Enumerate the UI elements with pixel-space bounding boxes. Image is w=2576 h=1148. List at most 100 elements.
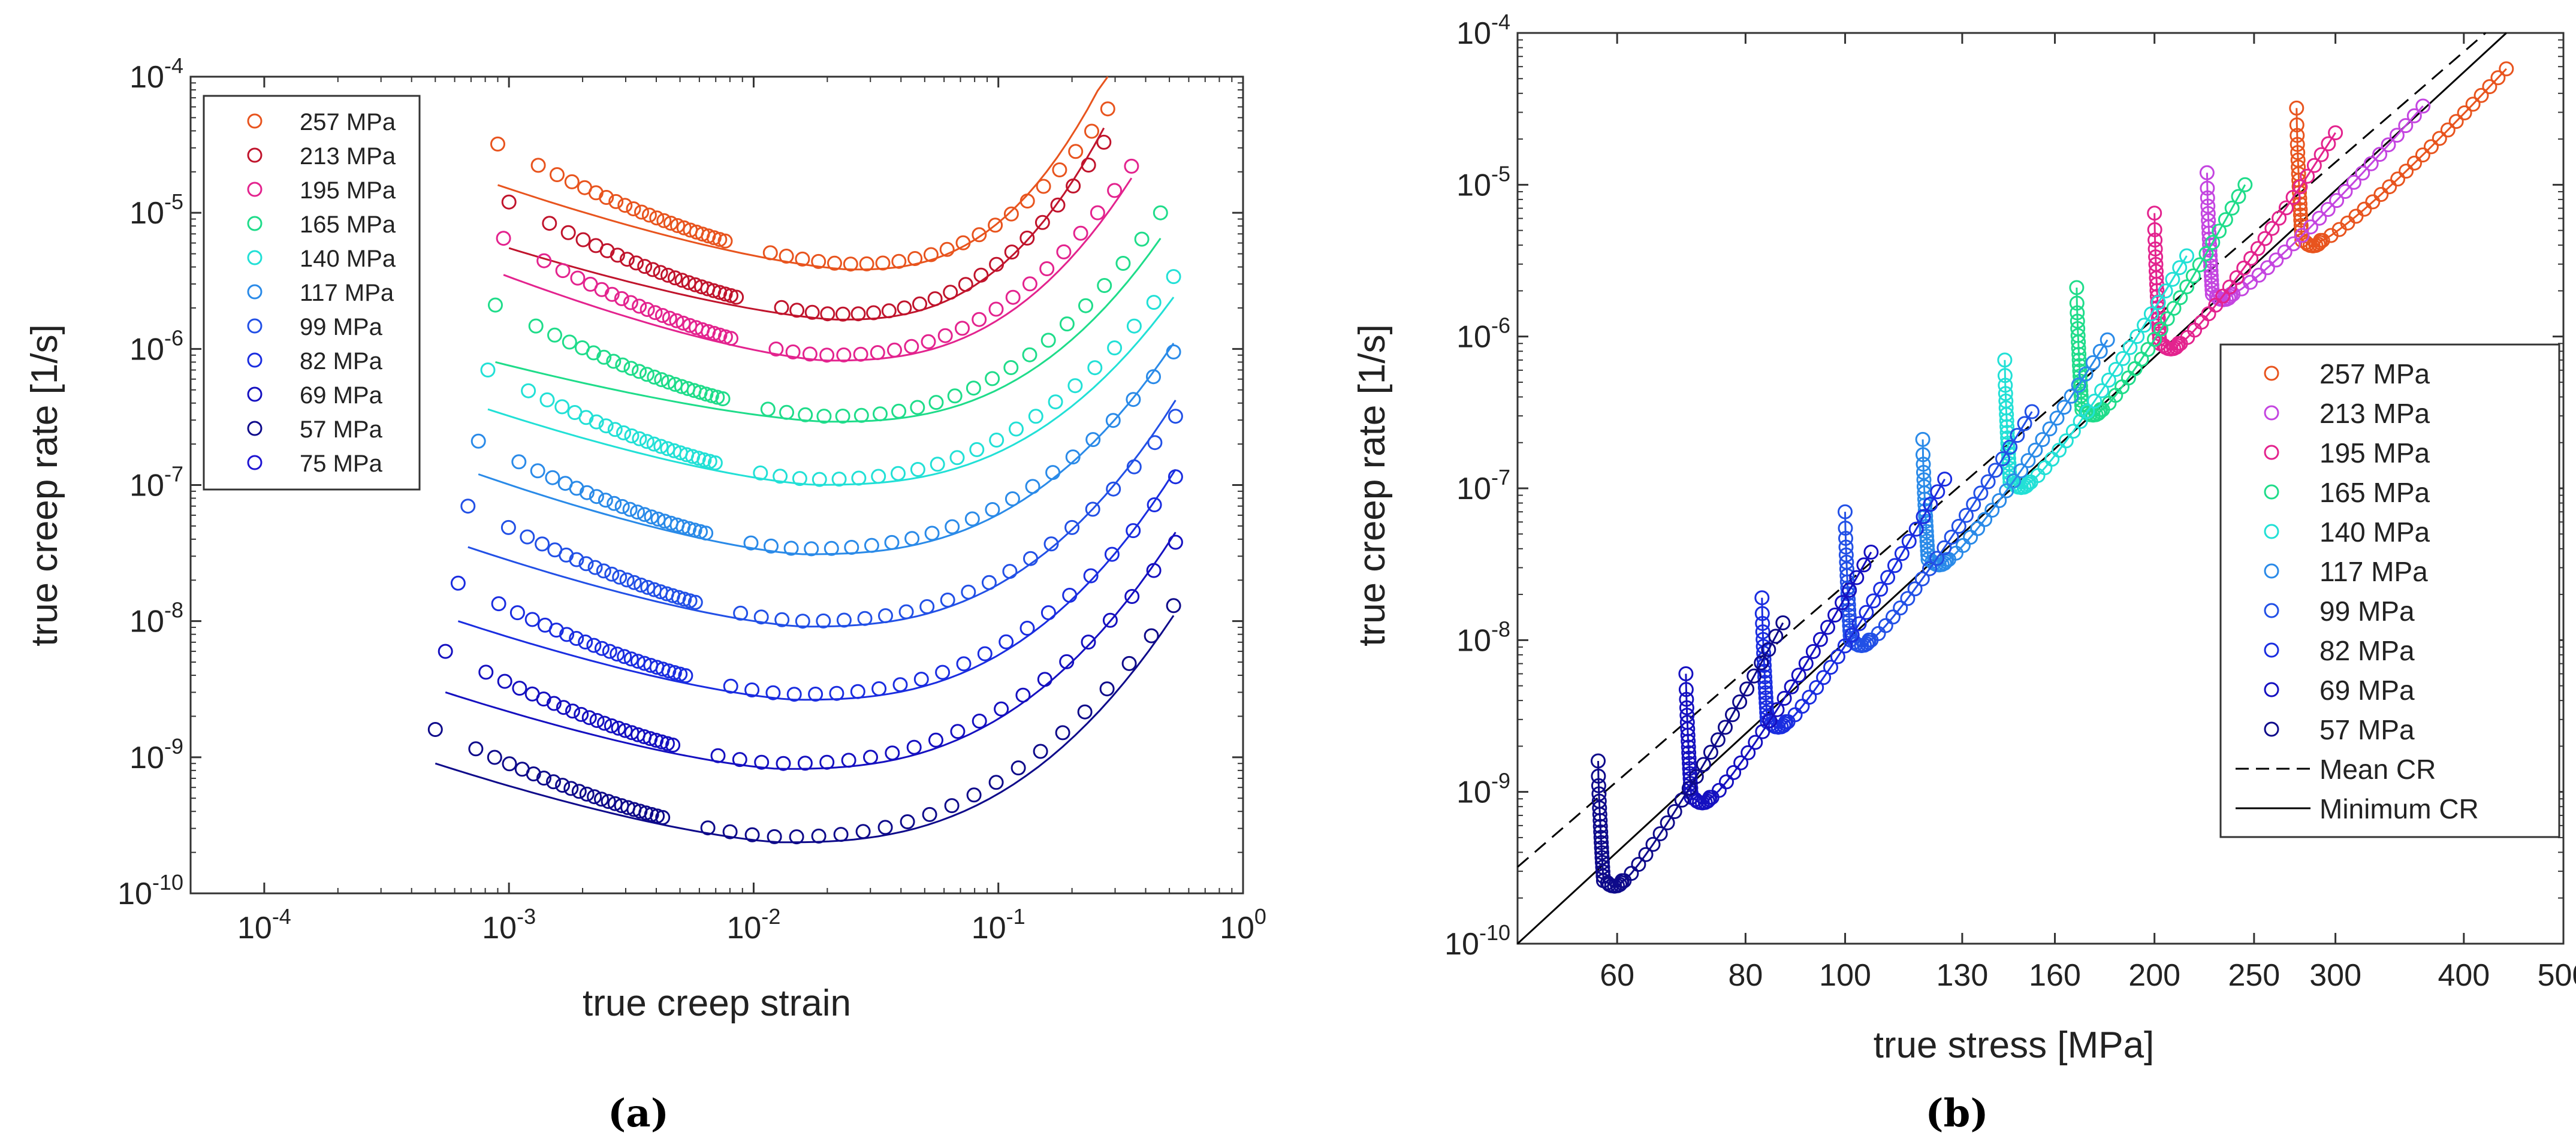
data-point-117-mpa <box>698 525 714 541</box>
data-point-99-mpa <box>1841 608 1857 623</box>
data-point-117-mpa <box>1065 449 1081 465</box>
series-99-mpa <box>460 409 1183 629</box>
data-point-117-mpa <box>1919 528 1935 544</box>
data-point-117-mpa <box>985 502 1000 517</box>
data-point-69-mpa <box>1842 582 1857 598</box>
data-point-117-mpa <box>2042 421 2058 437</box>
data-point-69-mpa <box>546 696 562 711</box>
data-point-195-mpa <box>1073 225 1088 241</box>
data-point-57-mpa <box>1768 629 1784 644</box>
legend-label: 57 MPa <box>300 416 383 443</box>
data-point-140-mpa <box>2129 329 2145 344</box>
data-point-165-mpa <box>985 371 1000 386</box>
data-point-69-mpa <box>819 754 835 770</box>
data-point-99-mpa <box>1838 521 1853 536</box>
data-point-57-mpa <box>966 787 982 803</box>
data-point-165-mpa <box>1003 360 1019 375</box>
data-point-165-mpa <box>2237 177 2253 192</box>
data-point-213-mpa <box>2320 202 2336 217</box>
plot-b-x-tick-label: 80 <box>1728 958 1763 993</box>
data-point-165-mpa <box>654 372 669 388</box>
data-point-257-mpa <box>608 194 624 209</box>
data-point-195-mpa <box>1056 244 1072 259</box>
data-point-213-mpa <box>660 267 675 283</box>
data-point-195-mpa <box>570 270 586 286</box>
data-point-99-mpa <box>1842 613 1857 629</box>
data-point-82-mpa <box>1757 680 1773 696</box>
data-point-257-mpa <box>626 201 641 216</box>
data-point-99-mpa <box>1951 518 1966 534</box>
data-point-57-mpa <box>1594 845 1610 860</box>
data-point-82-mpa <box>1756 652 1772 667</box>
data-point-257-mpa <box>2289 117 2304 132</box>
legend-marker-69-mpa <box>2264 682 2279 697</box>
data-point-213-mpa <box>2303 219 2318 235</box>
data-point-195-mpa <box>2264 220 2280 236</box>
data-point-213-mpa <box>927 291 943 307</box>
plot-b-y-tick-label: 10-5 <box>1456 161 1510 203</box>
data-point-213-mpa <box>943 285 958 300</box>
plot-b-x-axis-label: true stress [MPa] <box>1874 1025 2155 1066</box>
legend-label: 140 MPa <box>300 246 396 272</box>
data-point-195-mpa <box>2147 206 2162 221</box>
data-point-140-mpa <box>910 462 925 477</box>
data-point-140-mpa <box>2179 248 2194 264</box>
data-point-213-mpa <box>2415 98 2431 114</box>
data-point-257-mpa <box>875 255 891 271</box>
data-point-69-mpa <box>1784 679 1799 694</box>
data-point-140-mpa <box>607 422 623 437</box>
data-point-140-mpa <box>969 442 985 457</box>
plot-a-x-tick-label: 10-1 <box>972 904 1025 945</box>
data-point-140-mpa <box>589 414 604 430</box>
data-point-257-mpa <box>2465 96 2481 112</box>
data-point-57-mpa <box>1055 725 1070 741</box>
data-point-117-mpa <box>511 454 527 470</box>
data-point-99-mpa <box>1842 618 1857 633</box>
data-point-57-mpa <box>1593 824 1609 839</box>
data-point-57-mpa <box>855 824 871 839</box>
data-point-165-mpa <box>623 361 639 376</box>
data-point-257-mpa <box>972 227 987 243</box>
data-point-117-mpa <box>1916 464 1931 480</box>
data-point-57-mpa <box>1631 857 1646 872</box>
data-point-140-mpa <box>2000 430 2016 446</box>
data-point-117-mpa <box>2100 332 2115 348</box>
data-point-195-mpa <box>669 313 684 328</box>
data-point-99-mpa <box>500 519 516 535</box>
data-point-99-mpa <box>604 566 620 582</box>
data-point-99-mpa <box>1966 497 1981 512</box>
data-point-213-mpa <box>2199 165 2215 180</box>
data-point-257-mpa <box>2399 164 2414 179</box>
data-point-140-mpa <box>1997 352 2013 368</box>
data-point-69-mpa <box>994 701 1009 717</box>
data-point-99-mpa <box>1838 539 1854 555</box>
legend-label: 213 MPa <box>300 143 396 170</box>
data-point-82-mpa <box>1758 695 1774 711</box>
data-point-257-mpa <box>490 136 505 152</box>
data-point-140-mpa <box>2108 362 2123 377</box>
data-point-213-mpa <box>629 255 644 271</box>
data-point-165-mpa <box>2153 321 2168 337</box>
data-point-69-mpa <box>574 706 589 722</box>
data-point-99-mpa <box>1085 502 1100 517</box>
data-point-117-mpa <box>545 470 560 485</box>
data-point-57-mpa <box>579 786 595 802</box>
data-point-82-mpa <box>1168 469 1183 485</box>
legend-marker-140-mpa <box>2264 524 2279 539</box>
data-point-140-mpa <box>598 418 614 434</box>
data-point-195-mpa <box>2147 222 2162 237</box>
data-point-165-mpa <box>873 406 888 422</box>
data-point-213-mpa <box>850 306 866 322</box>
data-point-99-mpa <box>2010 428 2025 443</box>
data-point-213-mpa <box>2201 219 2216 235</box>
plot-b-y-tick-label: 10-9 <box>1456 769 1510 810</box>
data-point-195-mpa <box>1005 289 1021 305</box>
plot-b-x-tick-label: 130 <box>1936 958 1989 993</box>
data-point-195-mpa <box>2236 260 2252 276</box>
data-point-69-mpa <box>1681 733 1696 749</box>
data-point-257-mpa <box>663 216 678 231</box>
data-point-140-mpa <box>624 428 640 443</box>
data-point-99-mpa <box>520 529 535 545</box>
data-point-117-mpa <box>530 463 545 479</box>
data-point-140-mpa <box>2122 340 2138 355</box>
